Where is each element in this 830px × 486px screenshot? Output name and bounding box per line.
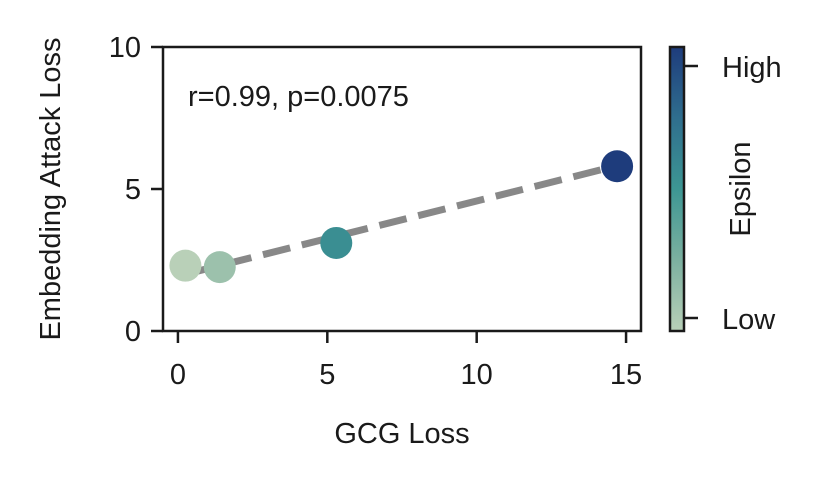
x-tick-label: 15 <box>610 359 642 391</box>
data-point <box>601 150 634 183</box>
y-tick-label: 0 <box>125 316 141 348</box>
x-axis-label: GCG Loss <box>334 418 469 450</box>
correlation-annotation: r=0.99, p=0.0075 <box>188 81 409 113</box>
colorbar <box>668 45 686 333</box>
data-point <box>169 249 202 282</box>
colorbar-label-high: High <box>722 52 782 84</box>
data-point <box>320 226 353 259</box>
y-tick-label: 5 <box>125 174 141 206</box>
colorbar-label-low: Low <box>722 304 776 336</box>
data-point <box>203 251 236 284</box>
colorbar-title: Epsilon <box>725 141 757 236</box>
y-tick-label: 10 <box>109 32 141 64</box>
trend-line <box>184 162 618 278</box>
x-tick-label: 5 <box>319 359 335 391</box>
data-points <box>169 150 634 284</box>
x-tick-label: 10 <box>461 359 493 391</box>
axis-ticks: 0 5 10 15 0 5 10 <box>109 32 642 391</box>
x-tick-label: 0 <box>170 359 186 391</box>
y-axis-label: Embedding Attack Loss <box>35 37 67 340</box>
